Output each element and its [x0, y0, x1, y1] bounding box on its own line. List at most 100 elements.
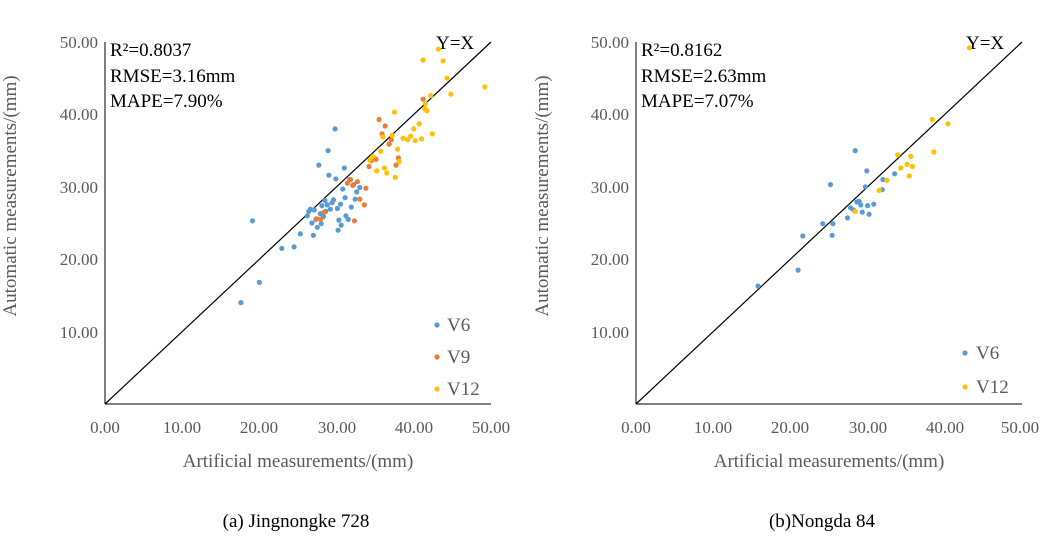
data-point-v12 — [392, 174, 398, 180]
x-tick-label: 10.00 — [163, 418, 201, 437]
data-point-v9 — [366, 163, 372, 170]
data-point-v9 — [376, 116, 382, 123]
legend-label-v12: V12 — [447, 379, 480, 400]
data-point-v9 — [393, 162, 399, 168]
x-tick-label: 0.00 — [90, 418, 120, 437]
data-point-v6 — [827, 182, 834, 188]
data-point-v12 — [428, 93, 434, 99]
rmse-stat: RMSE=3.16mm — [110, 66, 235, 87]
data-point-v12 — [931, 149, 937, 155]
r-squared-stat: R²=0.8162 — [641, 40, 722, 61]
legend-marker-v6 — [962, 350, 968, 356]
data-point-v12 — [424, 108, 430, 114]
x-tick-label: 30.00 — [849, 418, 887, 437]
data-point-v12 — [945, 121, 951, 127]
data-point-v12 — [904, 161, 910, 167]
reference-line-y-equals-x — [635, 41, 1023, 405]
data-point-v9 — [350, 182, 356, 188]
data-point-v12 — [876, 187, 882, 193]
data-point-v9 — [357, 196, 363, 202]
data-point-v6 — [306, 208, 312, 214]
data-point-v9 — [363, 185, 369, 191]
data-point-v12 — [367, 157, 373, 163]
data-point-v6 — [249, 218, 256, 224]
data-point-v6 — [864, 168, 870, 174]
data-point-v9 — [313, 216, 320, 222]
data-point-v9 — [420, 96, 426, 102]
data-point-v6 — [337, 201, 344, 207]
data-point-v12 — [418, 136, 425, 142]
y-tick-label: 50.00 — [591, 33, 629, 52]
legend-marker-v12 — [434, 386, 440, 392]
data-point-v6 — [795, 267, 801, 273]
data-point-v12 — [429, 131, 435, 137]
x-axis-title: Artificial measurements/(mm) — [183, 451, 414, 472]
data-point-v6 — [314, 224, 320, 230]
data-point-v6 — [338, 222, 344, 228]
r-squared-stat: R²=0.8037 — [110, 40, 191, 61]
y-tick-label: 40.00 — [60, 105, 98, 124]
mape-stat: MAPE=7.07% — [641, 91, 754, 112]
data-point-v9 — [347, 177, 354, 183]
data-point-v12 — [395, 146, 401, 152]
data-point-v9 — [388, 137, 394, 143]
legend-label-v6: V6 — [447, 315, 470, 336]
data-point-v6 — [800, 233, 806, 239]
legend-label-v6: V6 — [976, 343, 999, 364]
x-axis-title: Artificial measurements/(mm) — [714, 451, 945, 472]
data-point-v6 — [291, 244, 297, 250]
data-point-v9 — [386, 141, 392, 147]
legend-marker-v12 — [962, 384, 968, 390]
data-point-v12 — [389, 132, 395, 138]
data-point-v12 — [906, 173, 912, 179]
data-point-v6 — [311, 207, 317, 213]
y-tick-label: 20.00 — [591, 250, 629, 269]
data-point-v12 — [408, 133, 414, 139]
data-point-v6 — [310, 232, 316, 238]
y-tick-label: 20.00 — [60, 250, 98, 269]
y-tick-label: 30.00 — [60, 178, 98, 197]
data-point-v6 — [335, 227, 341, 233]
data-point-v6 — [342, 195, 348, 201]
data-point-v6 — [340, 186, 346, 192]
data-point-v12 — [482, 84, 488, 90]
x-tick-label: 40.00 — [926, 418, 964, 437]
data-point-v6 — [830, 221, 836, 227]
data-point-v6 — [325, 148, 331, 154]
data-point-v6 — [348, 204, 354, 210]
data-point-v6 — [327, 206, 333, 212]
data-point-v6 — [297, 231, 303, 237]
data-point-v6 — [862, 184, 868, 190]
data-point-v6 — [844, 215, 851, 221]
data-point-v12 — [411, 126, 417, 132]
data-point-v6 — [829, 232, 835, 238]
y-tick-label: 40.00 — [591, 105, 629, 124]
data-point-v6 — [322, 198, 328, 204]
data-point-v6 — [324, 202, 330, 208]
x-tick-label: 30.00 — [318, 418, 356, 437]
data-point-v12 — [381, 165, 388, 171]
data-point-v6 — [332, 126, 338, 132]
data-point-v6 — [334, 205, 340, 212]
y-tick-label: 50.00 — [60, 33, 98, 52]
data-point-v6 — [354, 189, 360, 195]
data-point-v12 — [412, 137, 418, 144]
data-point-v6 — [345, 216, 351, 222]
data-point-v6 — [319, 203, 325, 209]
data-point-v6 — [341, 165, 347, 171]
data-point-v12 — [448, 91, 454, 97]
data-point-v12 — [884, 177, 890, 183]
chart-panel-b: 10.00 20.00 30.00 40.00 50.00 0.00 10.00… — [532, 33, 1039, 532]
panel-caption: (a) Jingnongke 728 — [223, 511, 370, 532]
data-point-v12 — [420, 57, 426, 63]
data-point-v12 — [396, 158, 402, 165]
legend-marker-v9 — [434, 354, 440, 360]
legend-label-v9: V9 — [447, 347, 470, 368]
data-point-v6 — [318, 221, 324, 227]
data-point-v6 — [357, 184, 363, 191]
reference-line-label: Y=X — [436, 33, 474, 54]
data-points — [238, 46, 488, 306]
data-point-v12 — [444, 75, 450, 81]
data-point-v12 — [929, 116, 936, 123]
